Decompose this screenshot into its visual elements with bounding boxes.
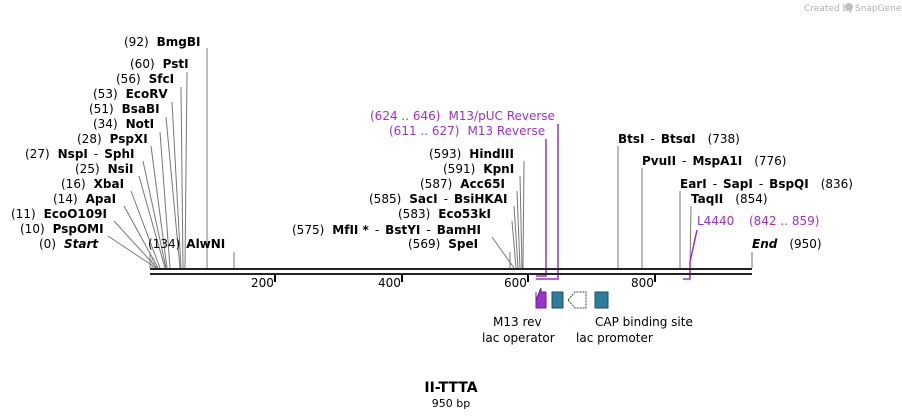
site-label-sfci[interactable]: (56) SfcI	[116, 72, 174, 86]
site-label-apai[interactable]: (14) ApaI	[53, 192, 116, 206]
site-label-xbai[interactable]: (16) XbaI	[61, 177, 124, 191]
site-label-end[interactable]: End (950)	[752, 237, 822, 251]
site-label-hindiii[interactable]: (593) HindIII	[429, 147, 514, 161]
snapgene-logo-icon	[845, 3, 853, 11]
site-label-start[interactable]: (0) Start	[39, 237, 99, 251]
site-label-ecoo109i[interactable]: (11) EcoO109I	[11, 207, 107, 221]
primer-label-l4440-range: (842 .. 859)	[749, 214, 819, 228]
primer-label-m13-puc-reverse[interactable]: (624 .. 646) M13/pUC Reverse	[370, 109, 555, 123]
site-leader-lines	[107, 48, 753, 269]
site-label-ecorv[interactable]: (53) EcoRV	[93, 87, 168, 101]
site-label-nspi-sphi[interactable]: (27) NspI - SphI	[25, 147, 134, 161]
feature-label-lac-operator: lac operator	[482, 331, 555, 345]
site-label-psti[interactable]: (60) PstI	[130, 57, 189, 71]
watermark-created-by: Created by	[804, 4, 854, 14]
backbone-minor-ticks	[151, 258, 155, 268]
site-label-pspxi[interactable]: (28) PspXI	[77, 132, 148, 146]
axis-tick-label: 600	[504, 276, 527, 290]
primer-leader-lines	[536, 124, 698, 280]
site-label-spei[interactable]: (569) SpeI	[408, 237, 478, 251]
axis-tick-label: 400	[378, 276, 401, 290]
site-label-alwni[interactable]: (134) AlwNI	[148, 237, 225, 251]
feature-label-m13-rev: M13 rev	[493, 315, 542, 329]
site-label-pspomi[interactable]: (10) PspOMI	[20, 222, 104, 236]
primer-label-m13-reverse[interactable]: (611 .. 627) M13 Reverse	[389, 124, 545, 138]
site-label-acc65i[interactable]: (587) Acc65I	[420, 177, 505, 191]
site-label-mfli-bstyi-bamhi[interactable]: (575) MfII * - BstYI - BamHI	[292, 223, 481, 237]
axis-tick-label: 800	[631, 276, 654, 290]
m13-rev-feature[interactable]	[535, 287, 547, 309]
lac-promoter-feature[interactable]	[567, 291, 587, 309]
cap-binding-site-feature[interactable]	[594, 291, 609, 309]
axis-tick-label: 200	[251, 276, 274, 290]
site-label-bmgbi[interactable]: (92) BmgBI	[124, 35, 201, 49]
lac-operator-feature[interactable]	[551, 291, 564, 309]
site-label-btsi-btsai[interactable]: BtsI - BtsαI (738)	[618, 132, 740, 146]
site-label-nsii[interactable]: (25) NsiI	[75, 162, 133, 176]
axis-ticks	[274, 274, 656, 282]
site-label-taqii[interactable]: TaqII (854)	[691, 192, 768, 206]
feature-label-cap-binding-site: CAP binding site	[595, 315, 693, 329]
sequence-length: 950 bp	[432, 397, 470, 410]
watermark-brand: SnapGene	[855, 4, 902, 14]
site-label-noti[interactable]: (34) NotI	[93, 117, 154, 131]
site-label-bsabi[interactable]: (51) BsaBI	[89, 102, 160, 116]
site-label-pvuii-mspa1i[interactable]: PvuII - MspA1I (776)	[642, 154, 787, 168]
site-label-saci-bsihkai[interactable]: (585) SacI - BsiHKAI	[369, 192, 507, 206]
primer-label-l4440-name[interactable]: L4440	[697, 214, 734, 228]
site-label-eari-sapi-bspqi[interactable]: EarI - SapI - BspQI (836)	[680, 177, 853, 191]
sequence-backbone	[150, 268, 752, 275]
site-label-eco53ki[interactable]: (583) Eco53kI	[398, 207, 491, 221]
site-label-kpni[interactable]: (591) KpnI	[443, 162, 514, 176]
feature-label-lac-promoter: lac promoter	[576, 331, 653, 345]
sequence-title: II-TTTA	[424, 380, 477, 396]
